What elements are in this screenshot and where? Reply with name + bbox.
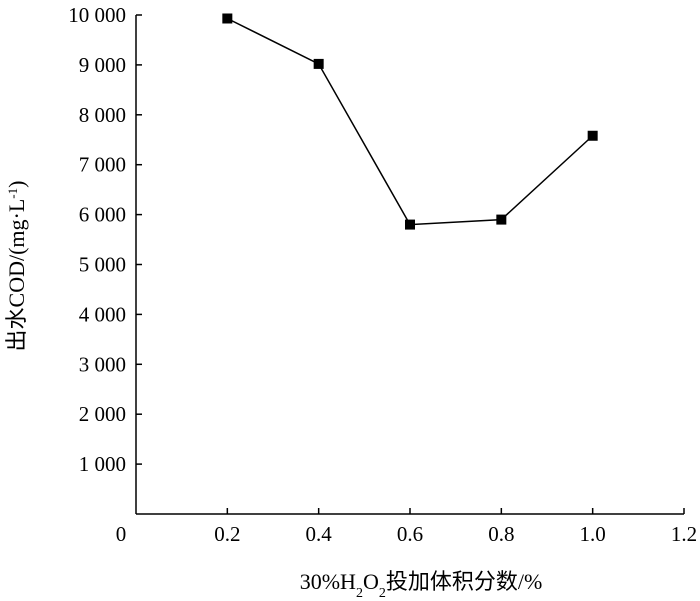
- data-point-marker: [587, 130, 598, 141]
- x-tick-label: 1.0: [580, 522, 606, 546]
- x-tick-label: 0.2: [214, 522, 240, 546]
- y-tick-label: 10 000: [68, 3, 126, 27]
- data-point-marker: [313, 58, 324, 69]
- x-tick-label: 0.8: [488, 522, 514, 546]
- series-line: [226, 17, 594, 226]
- data-point-marker: [405, 219, 415, 230]
- data-point-marker: [222, 13, 233, 24]
- series-group: [222, 13, 598, 230]
- axes: [135, 15, 684, 515]
- y-tick-label: 6 000: [79, 203, 126, 227]
- y-tick-label: 3 000: [79, 352, 126, 376]
- x-tick-label: 0.4: [306, 522, 333, 546]
- y-tick-label: 2 000: [79, 402, 126, 426]
- y-tick-label: 9 000: [79, 53, 126, 77]
- y-tick-label: 5 000: [79, 253, 126, 277]
- x-tick-label: 0.6: [397, 522, 423, 546]
- y-tick-label: 8 000: [79, 103, 126, 127]
- y-tick-label: 1 000: [79, 452, 126, 476]
- y-ticks: 1 000 2 000 3 000 4 000 5 000 6 000 7 000 8 000…: [68, 3, 142, 476]
- x-ticks: 0 0.2 0.4 0.6 0.8 1.0 1.2: [116, 508, 697, 546]
- x-tick-label: 1.2: [671, 522, 697, 546]
- y-tick-label: 7 000: [79, 153, 126, 177]
- y-tick-label: 4 000: [79, 302, 126, 326]
- data-point-marker: [496, 214, 507, 225]
- x-axis-title: 30%H2O2投加体积分数/%: [300, 569, 543, 601]
- y-axis-title: 出水COD/(mg·L-1): [4, 181, 29, 352]
- x-tick-label: 0: [116, 522, 127, 546]
